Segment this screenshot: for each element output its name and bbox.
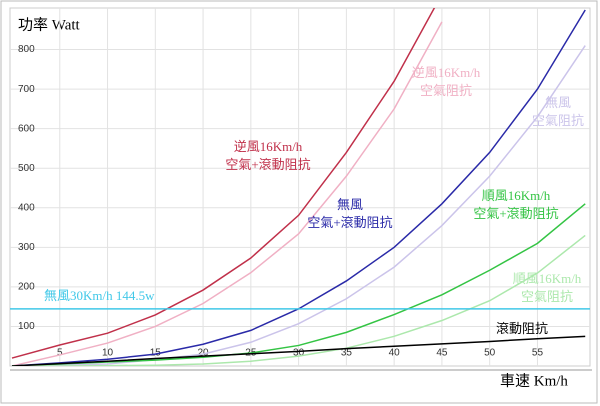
y-tick-label: 400 xyxy=(18,202,35,213)
series-line xyxy=(11,335,586,366)
y-tick-label: 800 xyxy=(18,44,35,55)
x-tick-label: 35 xyxy=(341,348,353,359)
x-tick-label: 40 xyxy=(389,348,401,359)
x-tick-label: 15 xyxy=(150,348,162,359)
series-label: 空氣+滾動阻抗 xyxy=(473,206,558,221)
series-line xyxy=(12,234,586,366)
x-tick-label: 5 xyxy=(57,348,63,359)
series-label: 空氣阻抗 xyxy=(532,113,584,128)
series-label: 空氣阻抗 xyxy=(420,83,472,98)
series-line xyxy=(11,8,436,359)
series-label: 空氣+滾動阻抗 xyxy=(225,157,310,172)
x-tick-label: 45 xyxy=(436,348,448,359)
x-tick-label: 20 xyxy=(198,348,210,359)
reference-label: 無風30Km/h 144.5w xyxy=(44,288,155,303)
plot-area xyxy=(9,7,591,367)
y-tick-label: 300 xyxy=(18,242,35,253)
series-line xyxy=(11,21,443,366)
y-tick-label: 500 xyxy=(18,163,35,174)
series-label: 逆風16Km/h xyxy=(234,139,303,154)
series-label: 無風 xyxy=(337,197,363,212)
series-label: 空氣阻抗 xyxy=(521,289,573,304)
y-axis-title: 功率 Watt xyxy=(18,16,81,33)
x-tick-label: 50 xyxy=(484,348,496,359)
y-tick-label: 200 xyxy=(18,282,35,293)
x-tick-label: 30 xyxy=(293,348,305,359)
y-tick-label: 100 xyxy=(18,321,35,332)
series-line xyxy=(11,45,586,366)
series-label: 空氣+滾動阻抗 xyxy=(307,215,392,230)
y-tick-label: 700 xyxy=(18,84,35,95)
series-label: 順風16Km/h xyxy=(513,271,582,286)
series-label: 滾動阻抗 xyxy=(496,321,548,336)
x-axis-title: 車速 Km/h xyxy=(500,372,568,389)
x-tick-label: 10 xyxy=(102,348,114,359)
series-line xyxy=(11,203,586,366)
y-tick-label: 600 xyxy=(18,123,35,134)
series-label: 無風 xyxy=(545,95,571,110)
series-label: 順風16Km/h xyxy=(482,188,551,203)
series-label: 逆風16Km/h xyxy=(412,65,481,80)
x-tick-label: 55 xyxy=(532,348,544,359)
